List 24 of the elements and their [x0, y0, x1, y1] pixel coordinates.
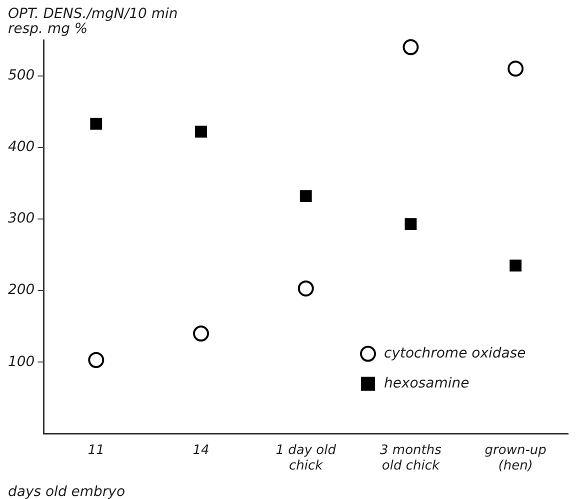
x-tick-label: 3 months old chick: [380, 442, 442, 474]
x-tick-label: 11: [88, 442, 104, 458]
x-tick-label: 1 day old chick: [276, 442, 337, 474]
point: [402, 39, 419, 56]
x-tick-label: 14: [192, 442, 210, 458]
point: [88, 352, 104, 368]
y-tick-label: 500: [8, 67, 35, 84]
point: [508, 60, 524, 77]
point: [510, 260, 522, 272]
point: [298, 280, 314, 296]
point: [300, 190, 312, 202]
x-tick-label: grown-up (hen): [484, 442, 546, 474]
legend-label: hexosamine: [384, 375, 470, 392]
point: [193, 326, 210, 342]
y-tick-label: 400: [8, 139, 35, 156]
point: [195, 126, 207, 138]
x-axis-title: days old embryo: [8, 484, 126, 499]
point: [90, 118, 102, 130]
legend-label: cytochrome oxidase: [384, 345, 526, 362]
point: [404, 218, 417, 230]
y-tick-label: 200: [8, 282, 35, 298]
y-axis-title: OPT. DENS./mgN/10 min resp. mg %: [8, 6, 178, 37]
y-tick-label: 100: [8, 354, 35, 370]
y-tick-label: 300: [8, 210, 35, 227]
